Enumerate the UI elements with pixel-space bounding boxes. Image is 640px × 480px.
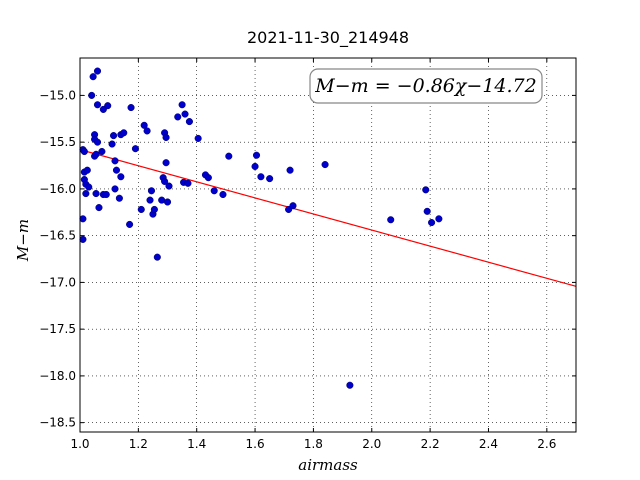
plot-frame	[79, 57, 577, 433]
chart-title: 2021-11-30_214948	[247, 28, 409, 48]
annotation-box	[309, 68, 543, 104]
y-tick-label: −17.5	[39, 322, 76, 336]
data-point	[162, 133, 170, 142]
data-point	[137, 205, 145, 214]
data-point	[184, 179, 192, 187]
data-point	[162, 159, 170, 167]
data-point	[181, 110, 189, 118]
data-point	[321, 161, 329, 169]
y-tick-label: −15.5	[39, 135, 76, 149]
data-point	[251, 162, 259, 171]
data-point	[111, 157, 119, 165]
data-point	[112, 166, 121, 174]
data-point	[225, 152, 233, 160]
data-point	[422, 186, 430, 194]
data-point	[82, 190, 90, 198]
x-tick-label: 2.6	[537, 437, 556, 451]
data-point	[120, 129, 128, 137]
y-tick-label: −16.5	[39, 229, 76, 243]
data-point	[161, 177, 169, 185]
data-point	[150, 205, 158, 214]
data-point	[92, 190, 100, 198]
x-tick-label: 1.2	[129, 437, 148, 451]
data-point	[428, 219, 436, 227]
data-point	[194, 134, 202, 142]
data-point	[104, 102, 112, 110]
y-axis-label: M−m	[14, 219, 32, 262]
y-tick-label: −17.0	[39, 275, 76, 289]
x-tick-label: 1.6	[246, 437, 265, 451]
data-point	[115, 194, 123, 202]
data-point	[387, 216, 395, 224]
data-point	[92, 150, 100, 158]
data-point	[204, 174, 212, 182]
data-point	[93, 67, 102, 75]
y-tick-label: −18.0	[39, 369, 76, 383]
x-tick-label: 2.0	[362, 437, 381, 451]
data-point	[98, 147, 106, 156]
data-point	[108, 140, 116, 148]
data-point	[346, 381, 354, 389]
x-tick-label: 1.4	[187, 437, 206, 451]
x-axis-label: airmass	[298, 456, 358, 474]
x-tick-label: 1.0	[70, 437, 89, 451]
data-point	[219, 190, 227, 199]
data-point	[165, 182, 173, 190]
x-tick-label: 1.8	[304, 437, 323, 451]
data-point	[423, 207, 431, 215]
fit-line-layer	[79, 149, 577, 287]
x-tick-label: 2.2	[421, 437, 440, 451]
data-point	[83, 166, 91, 174]
data-point	[111, 185, 119, 193]
y-tick-label: −15.0	[39, 88, 76, 102]
axis-ticks: 1.0 1.2 1.4 1.6 1.8 2.0 2.2 2.4 2.6 −15.0 −15.5 −16…	[39, 58, 576, 451]
data-point	[289, 202, 297, 210]
y-tick-label: −16.0	[39, 182, 76, 196]
fit-equation-annotation: M−m = −0.86χ−14.72	[309, 68, 543, 104]
x-tick-label: 2.4	[479, 437, 498, 451]
data-point	[79, 215, 87, 223]
data-point	[127, 104, 135, 112]
data-point	[435, 215, 443, 223]
data-point	[89, 73, 97, 81]
data-point	[80, 147, 88, 156]
data-point	[143, 127, 151, 135]
data-point	[158, 196, 166, 204]
data-point	[286, 166, 294, 174]
y-tick-label: −18.5	[39, 416, 76, 430]
data-point	[93, 138, 102, 146]
fit-line	[79, 149, 577, 287]
data-point	[257, 173, 265, 181]
data-point	[85, 183, 93, 191]
data-point	[79, 235, 87, 243]
data-point	[266, 175, 274, 183]
data-point	[126, 220, 134, 228]
data-point	[93, 101, 102, 109]
data-point	[95, 204, 103, 212]
data-point	[147, 187, 156, 195]
grid	[79, 58, 576, 432]
data-point	[117, 173, 125, 181]
data-point	[153, 253, 161, 261]
data-point	[102, 190, 110, 199]
data-point	[174, 113, 182, 121]
data-point	[185, 118, 193, 126]
data-point	[163, 198, 172, 206]
annotation-text: M−m = −0.86χ−14.72	[314, 75, 536, 97]
data-point	[131, 145, 139, 153]
data-point	[140, 121, 148, 129]
data-point	[146, 196, 154, 204]
data-point	[178, 101, 186, 109]
data-point	[210, 187, 218, 195]
data-points	[79, 67, 443, 389]
data-point	[252, 151, 261, 159]
data-point	[110, 132, 118, 140]
data-point	[88, 91, 96, 99]
